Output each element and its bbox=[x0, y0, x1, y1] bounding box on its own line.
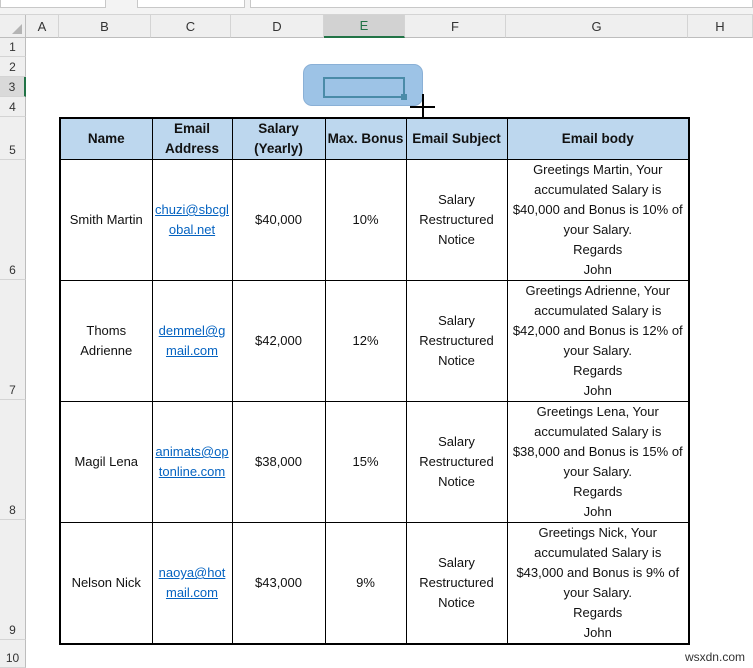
column-header-H[interactable]: H bbox=[688, 15, 753, 38]
subject-cell[interactable]: Salary Restructured Notice bbox=[405, 522, 508, 645]
bonus-cell[interactable]: 10% bbox=[324, 159, 407, 281]
email-cell[interactable]: animats@optonline.com bbox=[151, 401, 233, 523]
table-row: Magil Lena animats@optonline.com $38,000… bbox=[59, 401, 690, 523]
table-header: Email Address bbox=[151, 117, 233, 160]
row-header-7[interactable]: 7 bbox=[0, 280, 26, 400]
row-header-5[interactable]: 5 bbox=[0, 117, 26, 160]
table-header: Name bbox=[59, 117, 153, 160]
bonus-cell[interactable]: 15% bbox=[324, 401, 407, 523]
body-cell[interactable]: Greetings Nick, Your accumulated Salary … bbox=[506, 522, 690, 645]
row-header-10[interactable]: 10 bbox=[0, 640, 26, 668]
row-header-9[interactable]: 9 bbox=[0, 520, 26, 640]
salary-cell[interactable]: $42,000 bbox=[231, 280, 326, 402]
email-link[interactable]: animats@optonline.com bbox=[155, 444, 229, 479]
bonus-cell[interactable]: 12% bbox=[324, 280, 407, 402]
subject-text: Salary Restructured Notice bbox=[419, 434, 494, 489]
salary-cell[interactable]: $38,000 bbox=[231, 401, 326, 523]
name-cell[interactable]: Magil Lena bbox=[59, 401, 153, 523]
column-header-F[interactable]: F bbox=[405, 15, 506, 38]
regards-text: Regards bbox=[573, 605, 623, 620]
row-header-3[interactable]: 3 bbox=[0, 77, 26, 97]
data-table: Name Email Address Salary (Yearly) Max. Bon… bbox=[59, 117, 690, 645]
name-cell[interactable]: Smith Martin bbox=[59, 159, 153, 281]
table-row: Nelson Nick naoya@hotmail.com $43,000 9%… bbox=[59, 522, 690, 645]
column-header-G[interactable]: G bbox=[506, 15, 688, 38]
row-header-6[interactable]: 6 bbox=[0, 160, 26, 280]
email-link[interactable]: chuzi@sbcglobal.net bbox=[155, 202, 229, 237]
regards-text: Regards bbox=[573, 242, 623, 257]
subject-cell[interactable]: Salary Restructured Notice bbox=[405, 159, 508, 281]
table-header: Max. Bonus bbox=[324, 117, 407, 160]
column-header-D[interactable]: D bbox=[231, 15, 324, 38]
signature-text: John bbox=[583, 262, 612, 277]
subject-cell[interactable]: Salary Restructured Notice bbox=[405, 401, 508, 523]
subject-text: Salary Restructured Notice bbox=[419, 555, 494, 610]
body-cell[interactable]: Greetings Lena, Your accumulated Salary … bbox=[506, 401, 690, 523]
row-header-8[interactable]: 8 bbox=[0, 400, 26, 520]
table-header: Salary (Yearly) bbox=[231, 117, 326, 160]
table-row: Thoms Adrienne demmel@gmail.com $42,000 … bbox=[59, 280, 690, 402]
signature-text: John bbox=[583, 504, 612, 519]
column-header-B[interactable]: B bbox=[59, 15, 151, 38]
salary-cell[interactable]: $40,000 bbox=[231, 159, 326, 281]
subject-cell[interactable]: Salary Restructured Notice bbox=[405, 280, 508, 402]
row-header-4[interactable]: 4 bbox=[0, 97, 26, 117]
regards-text: Regards bbox=[573, 484, 623, 499]
column-header-A[interactable]: A bbox=[26, 15, 59, 38]
subject-text: Salary Restructured Notice bbox=[419, 192, 494, 247]
email-cell[interactable]: demmel@gmail.com bbox=[151, 280, 233, 402]
subject-text: Salary Restructured Notice bbox=[419, 313, 494, 368]
signature-text: John bbox=[583, 625, 612, 640]
body-text: Greetings Nick, Your accumulated Salary … bbox=[516, 525, 680, 600]
select-all-button[interactable] bbox=[0, 15, 26, 38]
name-cell[interactable]: Nelson Nick bbox=[59, 522, 153, 645]
body-text: Greetings Adrienne, Your accumulated Sal… bbox=[512, 283, 683, 358]
resize-handle[interactable] bbox=[401, 94, 407, 100]
table-header: Email Subject bbox=[405, 117, 508, 160]
salary-cell[interactable]: $43,000 bbox=[231, 522, 326, 645]
bonus-cell[interactable]: 9% bbox=[324, 522, 407, 645]
column-header-E[interactable]: E bbox=[324, 15, 405, 38]
body-cell[interactable]: Greetings Martin, Your accumulated Salar… bbox=[506, 159, 690, 281]
body-text: Greetings Lena, Your accumulated Salary … bbox=[512, 404, 683, 479]
email-cell[interactable]: naoya@hotmail.com bbox=[151, 522, 233, 645]
row-header-2[interactable]: 2 bbox=[0, 57, 26, 77]
body-cell[interactable]: Greetings Adrienne, Your accumulated Sal… bbox=[506, 280, 690, 402]
name-cell[interactable]: Thoms Adrienne bbox=[59, 280, 153, 402]
watermark: wsxdn.com bbox=[684, 650, 745, 664]
table-header: Email body bbox=[506, 117, 690, 160]
crosshair-cursor-icon bbox=[422, 94, 424, 119]
name-box[interactable] bbox=[0, 0, 106, 8]
formula-input[interactable] bbox=[250, 0, 753, 8]
body-text: Greetings Martin, Your accumulated Salar… bbox=[512, 162, 683, 237]
column-header-C[interactable]: C bbox=[151, 15, 231, 38]
email-link[interactable]: naoya@hotmail.com bbox=[158, 565, 226, 600]
email-link[interactable]: demmel@gmail.com bbox=[158, 323, 226, 358]
shape-textbox[interactable] bbox=[323, 77, 405, 98]
table-row: Smith Martin chuzi@sbcglobal.net $40,000… bbox=[59, 159, 690, 281]
regards-text: Regards bbox=[573, 363, 623, 378]
formula-buttons[interactable] bbox=[137, 0, 245, 8]
row-header-1[interactable]: 1 bbox=[0, 38, 26, 57]
signature-text: John bbox=[583, 383, 612, 398]
email-cell[interactable]: chuzi@sbcglobal.net bbox=[151, 159, 233, 281]
